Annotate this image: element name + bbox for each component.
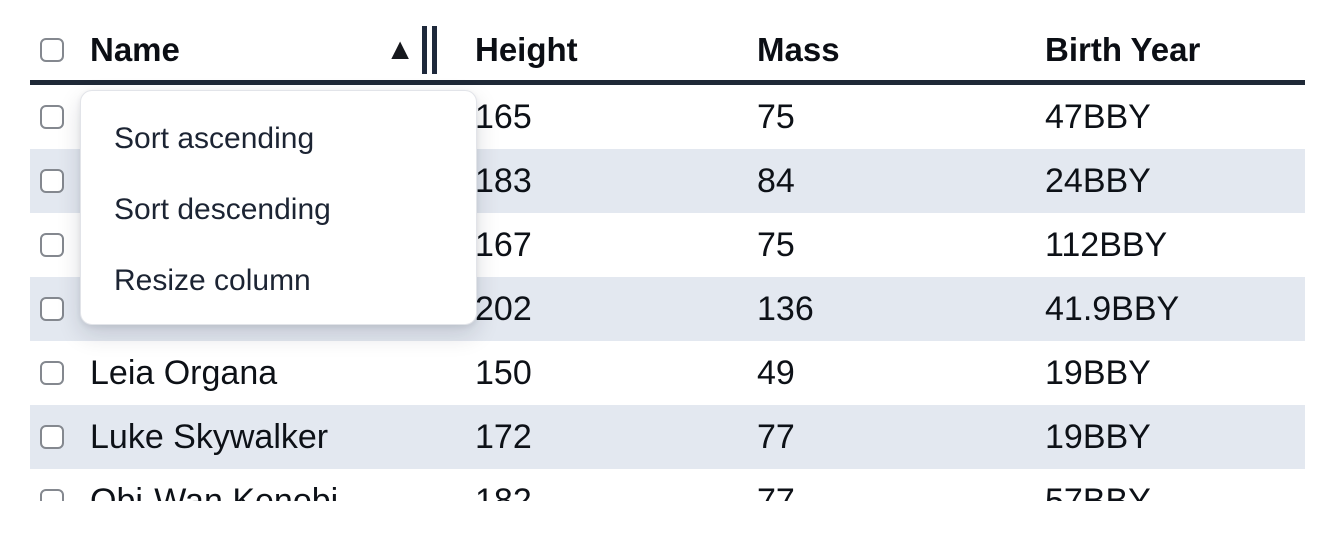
cell-height: 165: [475, 97, 532, 136]
cell-mass: 49: [757, 353, 795, 392]
row-checkbox[interactable]: [40, 361, 64, 385]
menu-item-sort-descending[interactable]: Sort descending: [114, 193, 331, 226]
header-height[interactable]: Height: [445, 31, 740, 69]
table-row: Luke Skywalker 172 77 19BBY: [30, 405, 1305, 469]
sort-ascending-icon: ▲: [385, 33, 415, 66]
menu-item-sort-ascending[interactable]: Sort ascending: [114, 122, 315, 155]
column-context-menu: Sort ascending Sort descending Resize co…: [80, 90, 477, 325]
cell-name: Luke Skywalker: [90, 417, 329, 456]
row-checkbox-cell: [30, 297, 80, 321]
cell-birth-year: 112BBY: [1045, 225, 1168, 264]
table-row: Obi-Wan Kenobi 182 77 57BBY: [30, 469, 1305, 501]
row-checkbox-cell: [30, 361, 80, 385]
row-checkbox-cell: [30, 105, 80, 129]
cell-height: 167: [475, 225, 532, 264]
cell-birth-year: 19BBY: [1045, 353, 1151, 392]
cell-mass: 77: [757, 417, 795, 456]
row-checkbox[interactable]: [40, 105, 64, 129]
column-resize-handle[interactable]: [422, 26, 437, 74]
table-viewport: Name ▲ Height Mass Birth Year 165 75 47B…: [30, 20, 1305, 501]
cell-height: 202: [475, 289, 532, 328]
cell-height: 172: [475, 417, 532, 456]
row-checkbox-cell: [30, 489, 80, 501]
header-name[interactable]: Name ▲: [80, 26, 445, 74]
header-mass-label: Mass: [757, 31, 840, 68]
cell-height: 183: [475, 161, 532, 200]
menu-item-resize-column[interactable]: Resize column: [114, 264, 311, 297]
row-checkbox[interactable]: [40, 489, 64, 501]
cell-mass: 136: [757, 289, 814, 328]
cell-birth-year: 41.9BBY: [1045, 289, 1180, 328]
header-mass[interactable]: Mass: [740, 31, 1025, 69]
row-checkbox[interactable]: [40, 169, 64, 193]
cell-mass: 84: [757, 161, 795, 200]
table-row: Leia Organa 150 49 19BBY: [30, 341, 1305, 405]
header-name-label: Name: [90, 31, 180, 68]
header-checkbox-cell: [30, 38, 80, 62]
cell-name: Leia Organa: [90, 353, 278, 392]
row-checkbox[interactable]: [40, 233, 64, 257]
row-checkbox-cell: [30, 233, 80, 257]
row-checkbox-cell: [30, 169, 80, 193]
data-table: Name ▲ Height Mass Birth Year 165 75 47B…: [30, 20, 1305, 501]
cell-birth-year: 57BBY: [1045, 481, 1151, 502]
header-height-label: Height: [475, 31, 578, 68]
cell-birth-year: 47BBY: [1045, 97, 1151, 136]
select-all-checkbox[interactable]: [40, 38, 64, 62]
cell-mass: 75: [757, 225, 795, 264]
cell-birth-year: 24BBY: [1045, 161, 1151, 200]
table-header-row: Name ▲ Height Mass Birth Year: [30, 20, 1305, 85]
cell-height: 150: [475, 353, 532, 392]
table-body: 165 75 47BBY 183 84 24BBY 167 75 112BBY …: [30, 85, 1305, 501]
row-checkbox-cell: [30, 425, 80, 449]
cell-birth-year: 19BBY: [1045, 417, 1151, 456]
header-birth-year[interactable]: Birth Year: [1025, 31, 1305, 69]
cell-name: Obi-Wan Kenobi: [90, 481, 339, 502]
row-checkbox[interactable]: [40, 297, 64, 321]
cell-mass: 77: [757, 481, 795, 502]
cell-height: 182: [475, 481, 532, 502]
header-birth-year-label: Birth Year: [1045, 31, 1201, 68]
row-checkbox[interactable]: [40, 425, 64, 449]
cell-mass: 75: [757, 97, 795, 136]
